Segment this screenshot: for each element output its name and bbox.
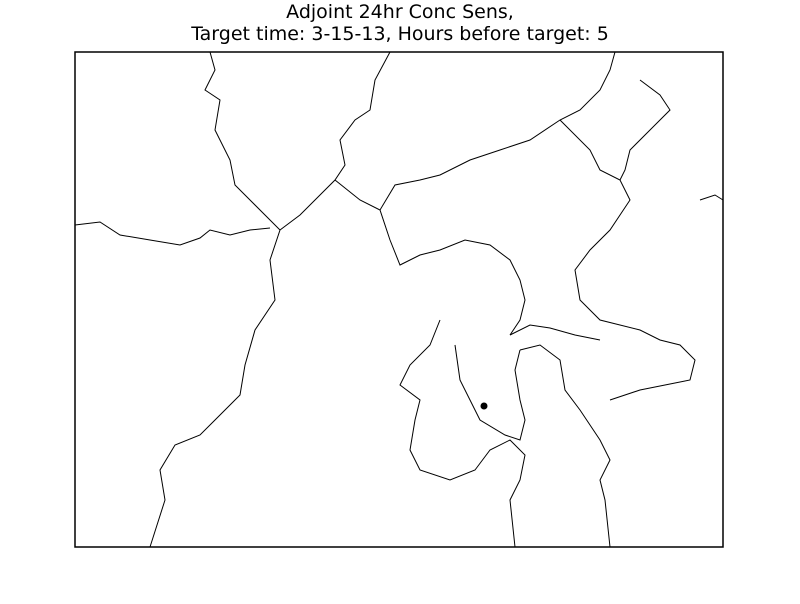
- border: [279, 51, 391, 231]
- border: [74, 221, 271, 246]
- target-point: [480, 402, 488, 410]
- border: [454, 344, 526, 441]
- border: [559, 119, 696, 401]
- border: [509, 324, 601, 341]
- title-line: Target time: 3-15-13, Hours before targe…: [190, 23, 609, 45]
- border: [519, 344, 611, 548]
- map-frame: [74, 51, 724, 548]
- border: [699, 194, 724, 201]
- border: [334, 179, 526, 336]
- border: [379, 51, 616, 211]
- border: [619, 79, 671, 181]
- borders: [74, 51, 724, 548]
- title-line: Adjoint 24hr Conc Sens,: [286, 1, 514, 23]
- border: [149, 51, 281, 548]
- border: [399, 319, 526, 548]
